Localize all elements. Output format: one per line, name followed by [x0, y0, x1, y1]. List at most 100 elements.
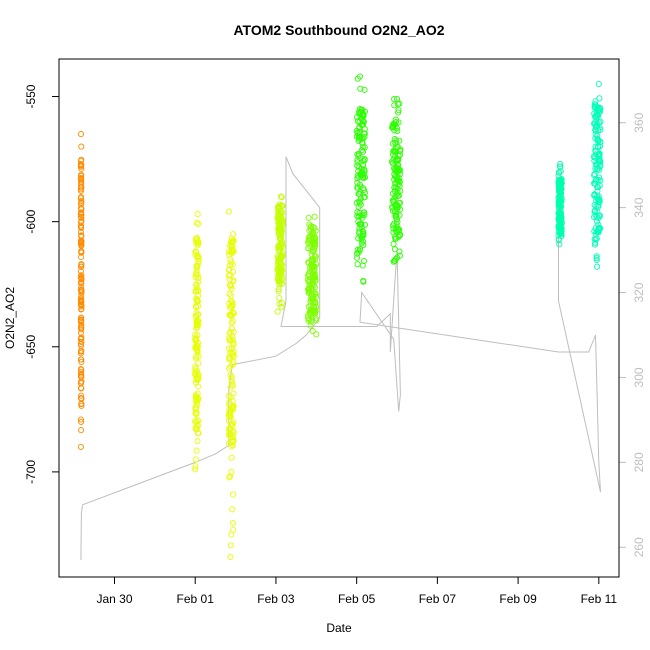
data-point	[228, 345, 235, 352]
data-point	[394, 193, 401, 200]
data-point	[193, 219, 200, 226]
data-point	[305, 259, 312, 266]
data-point	[358, 235, 365, 242]
data-point	[192, 466, 199, 473]
data-point	[391, 96, 398, 103]
data-point	[195, 292, 202, 299]
data-point	[356, 199, 363, 206]
data-point	[276, 268, 283, 275]
y2-tick-label: 360	[632, 112, 646, 132]
data-point	[593, 255, 600, 262]
data-point	[312, 241, 319, 248]
secondary-line	[80, 156, 601, 561]
data-point	[78, 214, 85, 221]
data-point	[230, 403, 237, 410]
data-point	[594, 104, 601, 111]
plot-frame	[58, 58, 620, 578]
data-point	[278, 232, 285, 240]
data-point	[192, 463, 199, 470]
y-axis-label: O2N2_AO2	[3, 287, 17, 349]
y2-tick-label: 300	[632, 367, 646, 387]
data-point	[591, 180, 599, 187]
data-point	[192, 251, 199, 258]
data-point	[78, 242, 85, 249]
data-point	[396, 199, 403, 207]
data-point	[276, 231, 283, 238]
series-8	[590, 80, 604, 270]
data-point	[78, 293, 85, 300]
data-point	[228, 531, 235, 538]
data-point	[229, 249, 236, 256]
data-point	[590, 153, 597, 160]
data-point	[78, 224, 85, 232]
series-3	[274, 193, 286, 315]
data-point	[312, 300, 319, 307]
data-point	[358, 122, 365, 129]
data-point	[229, 397, 236, 404]
data-point	[312, 278, 319, 285]
data-point	[78, 143, 85, 150]
data-point	[227, 283, 234, 290]
data-point	[77, 316, 85, 323]
data-point	[306, 221, 313, 228]
data-point	[275, 204, 282, 211]
data-point	[390, 229, 397, 236]
data-point	[229, 382, 236, 389]
data-point	[229, 506, 236, 513]
data-point	[311, 263, 318, 270]
data-point	[356, 128, 363, 135]
data-point	[225, 266, 233, 274]
data-point	[78, 368, 85, 375]
data-point	[227, 473, 234, 480]
data-point	[195, 220, 202, 227]
data-point	[77, 443, 84, 450]
data-point	[592, 239, 599, 246]
data-point	[77, 268, 84, 275]
y-tick-label: -550	[24, 84, 38, 108]
data-point	[313, 331, 320, 338]
data-point	[595, 136, 602, 143]
data-point	[193, 345, 200, 352]
x-tick-label: Jan 30	[96, 592, 132, 606]
data-point	[305, 285, 313, 292]
data-point	[353, 254, 361, 261]
data-point	[78, 324, 85, 331]
data-point	[391, 187, 398, 195]
data-point	[307, 322, 314, 329]
data-point	[355, 218, 362, 225]
y2-tick-label: 320	[632, 282, 646, 302]
data-point	[275, 288, 282, 295]
data-point	[279, 243, 286, 250]
data-point	[596, 95, 603, 102]
data-point	[356, 73, 364, 80]
x-tick-label: Feb 03	[257, 592, 295, 606]
data-point	[192, 410, 199, 417]
data-point	[311, 269, 318, 276]
data-point	[597, 225, 604, 232]
data-point	[78, 358, 85, 366]
data-point	[390, 197, 397, 204]
data-point	[558, 179, 565, 187]
data-point	[393, 125, 400, 132]
data-point	[192, 337, 199, 344]
data-point	[305, 214, 312, 221]
y2-tick-label: 340	[632, 197, 646, 217]
data-point	[361, 130, 368, 137]
data-point	[357, 85, 364, 92]
data-point	[275, 258, 282, 265]
series-2	[225, 208, 237, 561]
data-point	[353, 127, 360, 134]
data-point	[192, 370, 199, 377]
data-point	[195, 240, 202, 247]
data-point	[226, 330, 233, 337]
data-point	[193, 447, 200, 454]
data-point	[593, 218, 600, 225]
data-point	[392, 139, 399, 147]
data-point	[276, 278, 283, 285]
data-point	[355, 190, 362, 197]
x-tick-label: Feb 01	[177, 592, 215, 606]
data-point	[354, 162, 361, 169]
data-point	[193, 318, 200, 325]
data-point	[391, 196, 398, 203]
data-point	[78, 272, 85, 279]
